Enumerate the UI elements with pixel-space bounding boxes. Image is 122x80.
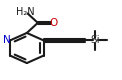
- Text: O: O: [50, 18, 58, 28]
- Text: N: N: [3, 35, 11, 45]
- Text: H₂N: H₂N: [16, 7, 35, 17]
- Text: Si: Si: [90, 35, 100, 45]
